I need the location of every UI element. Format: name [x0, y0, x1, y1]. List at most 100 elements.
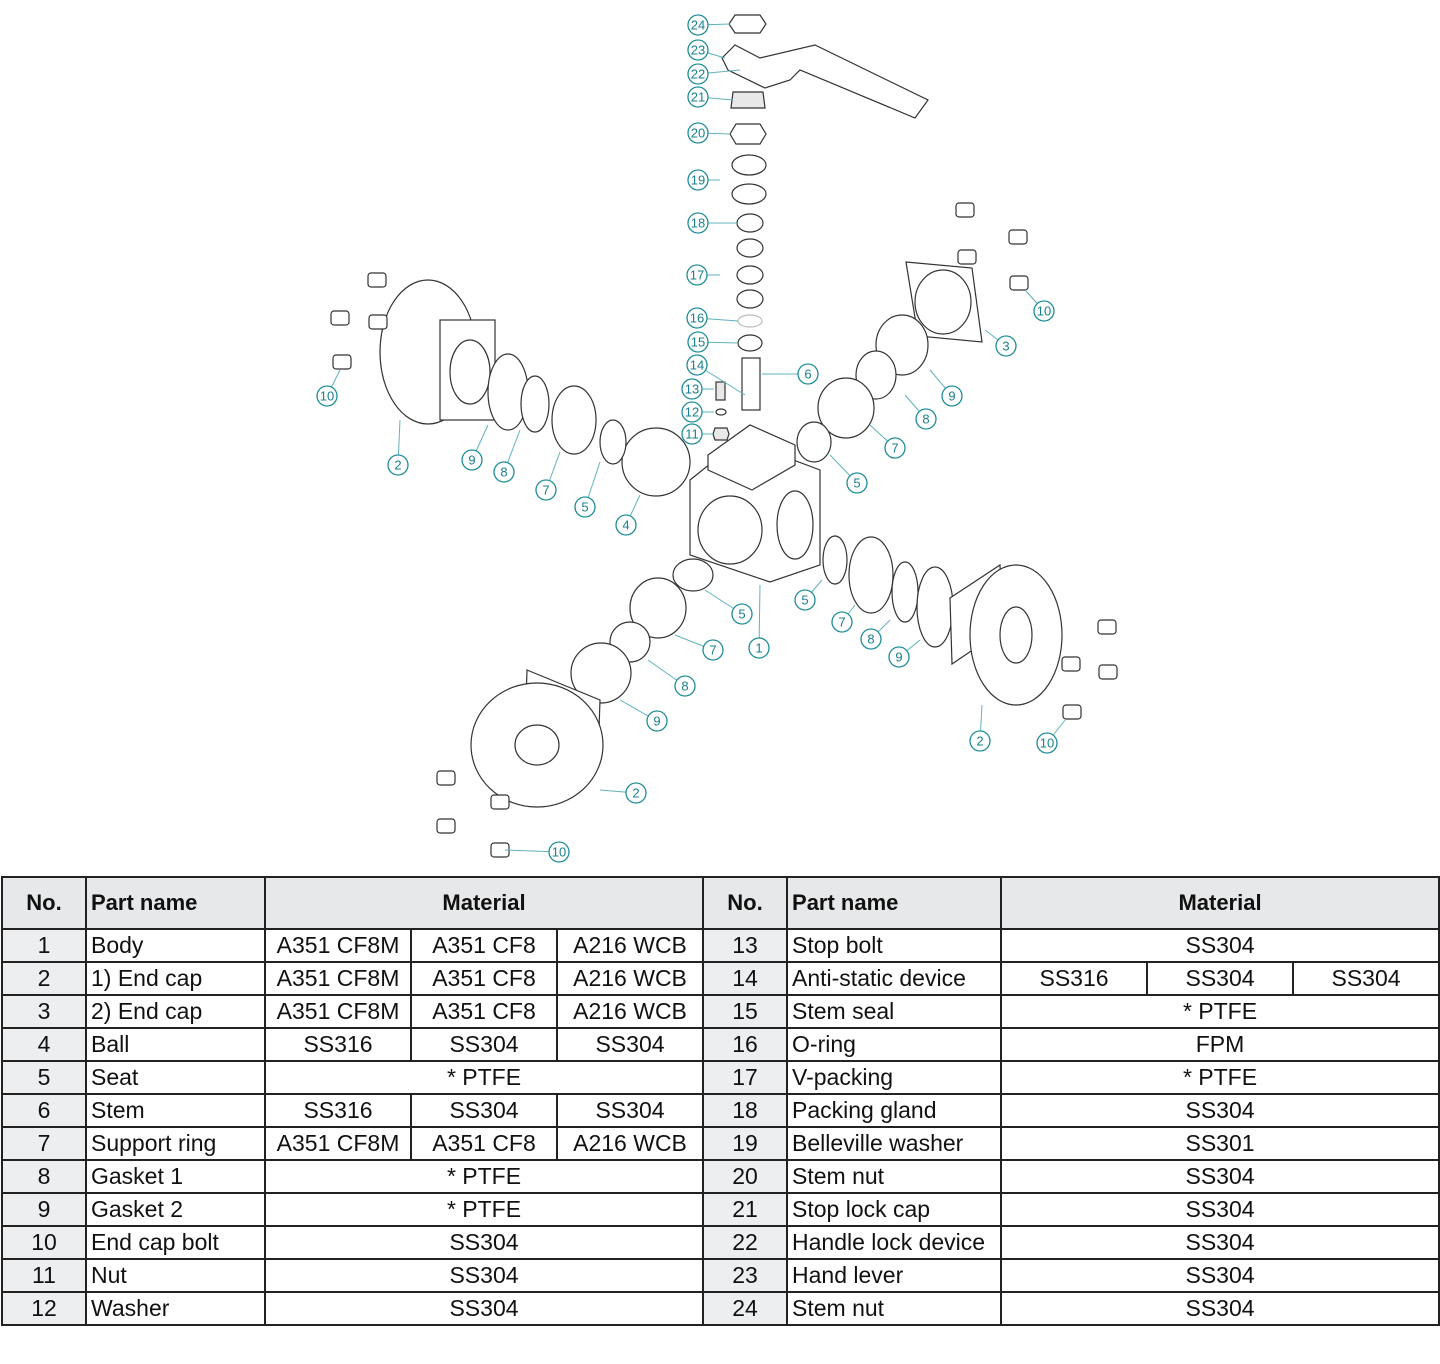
callout-23: 23 [687, 39, 709, 61]
washer [715, 408, 727, 416]
callout-8: 8 [493, 461, 515, 483]
callout-circle [687, 63, 709, 85]
material: SS301 [1000, 1126, 1440, 1161]
header-part-name: Part name [786, 876, 1003, 930]
part-no: 23 [702, 1258, 789, 1293]
material: SS304 [410, 1093, 558, 1128]
support-ring [848, 536, 894, 614]
material: A351 CF8M [264, 928, 412, 963]
header-no: No. [1, 876, 87, 930]
part-name: Hand lever [786, 1258, 1003, 1293]
callout-9: 9 [888, 646, 910, 668]
callout-2: 2 [625, 782, 647, 804]
part-no: 3 [1, 994, 87, 1029]
part-name: V-packing [786, 1060, 1003, 1095]
part-name: Anti-static device [786, 961, 1003, 996]
callout-circle [625, 782, 647, 804]
callout-circle [681, 401, 703, 423]
table-row: 1 Body A351 CF8M A351 CF8 A216 WCB 13 Stop bol… [1, 928, 1440, 963]
callout-7: 7 [884, 437, 906, 459]
end-cap-bolts [330, 202, 1118, 858]
material: A351 CF8M [264, 1126, 412, 1161]
callout-2: 2 [387, 454, 409, 476]
callout-circle [686, 307, 708, 329]
material: SS304 [555, 1093, 705, 1128]
header-part-name: Part name [85, 876, 266, 930]
callout-10: 10 [1033, 300, 1055, 322]
table-row: 2 1) End cap A351 CF8M A351 CF8 A216 WCB 14 An… [1, 961, 1440, 996]
part-no: 19 [702, 1126, 789, 1161]
material: SS304 [1000, 1291, 1440, 1326]
part-name: Belleville washer [786, 1126, 1003, 1161]
end-cap-bolt [955, 202, 975, 218]
seat [599, 419, 627, 465]
stem [741, 357, 761, 411]
part-name: Gasket 1 [85, 1159, 266, 1194]
material: A351 CF8 [410, 928, 558, 963]
support-ring [551, 385, 597, 455]
material: SS304 [1000, 1192, 1440, 1227]
material: SS304 [1292, 961, 1440, 996]
part-name: Seat [85, 1060, 266, 1095]
support-ring [629, 577, 687, 639]
part-name: End cap bolt [85, 1225, 266, 1260]
callout-circle [686, 354, 708, 376]
part-no: 22 [702, 1225, 789, 1260]
material: * PTFE [263, 1192, 705, 1227]
callout-circle [387, 454, 409, 476]
body-top-pad [707, 424, 796, 491]
callout-7: 7 [831, 611, 853, 633]
callout-label: 11 [685, 427, 699, 442]
callout-circle [316, 385, 338, 407]
material: A351 CF8M [264, 994, 412, 1029]
material: A351 CF8M [264, 961, 412, 996]
callout-circle [687, 122, 709, 144]
end-cap-bolt [1098, 664, 1118, 680]
table-row: 8 Gasket 1 * PTFE 20 Stem nut SS304 [1, 1159, 1440, 1194]
callout-circle [941, 385, 963, 407]
stem-seal [737, 334, 763, 352]
callout-circle [748, 637, 770, 659]
callout-circle [687, 86, 709, 108]
part-name: Gasket 2 [85, 1192, 266, 1227]
callout-label: 23 [691, 43, 705, 58]
parts-material-table: No. Part name Material No. Part name Mat… [1, 876, 1440, 1326]
callout-circle [969, 730, 991, 752]
v-packing [736, 265, 764, 285]
callout-label: 7 [891, 441, 898, 456]
callout-12: 12 [681, 401, 703, 423]
callout-21: 21 [687, 86, 709, 108]
gasket-2 [916, 566, 954, 648]
callout-18: 18 [687, 212, 709, 234]
hand-lever [721, 44, 929, 119]
part-name: Stem seal [786, 994, 1003, 1029]
gasket-1 [891, 561, 919, 623]
part-name: O-ring [786, 1027, 1003, 1062]
end-cap-bolt [1008, 229, 1028, 245]
part-no: 21 [702, 1192, 789, 1227]
material: A216 WCB [555, 961, 705, 996]
part-no: 24 [702, 1291, 789, 1326]
callout-label: 5 [581, 500, 588, 515]
table-row: 9 Gasket 2 * PTFE 21 Stop lock cap SS304 [1, 1192, 1440, 1227]
callout-label: 5 [738, 607, 745, 622]
support-ring [817, 377, 875, 439]
material: SS316 [1000, 961, 1149, 996]
callout-5: 5 [731, 603, 753, 625]
end-cap-bore [514, 724, 560, 766]
part-no: 2 [1, 961, 87, 996]
callout-9: 9 [941, 385, 963, 407]
ball [621, 427, 691, 497]
part-no: 17 [702, 1060, 789, 1095]
callout-circle [915, 408, 937, 430]
callout-circle [681, 378, 703, 400]
header-no: No. [702, 876, 789, 930]
callout-label: 6 [804, 367, 811, 382]
callout-16: 16 [686, 307, 708, 329]
callout-3: 3 [995, 335, 1017, 357]
part-name: Packing gland [786, 1093, 1003, 1128]
material: SS316 [264, 1027, 412, 1062]
callout-8: 8 [860, 628, 882, 650]
part-name: Washer [85, 1291, 266, 1326]
table-header-row: No. Part name Material No. Part name Mat… [1, 876, 1440, 930]
